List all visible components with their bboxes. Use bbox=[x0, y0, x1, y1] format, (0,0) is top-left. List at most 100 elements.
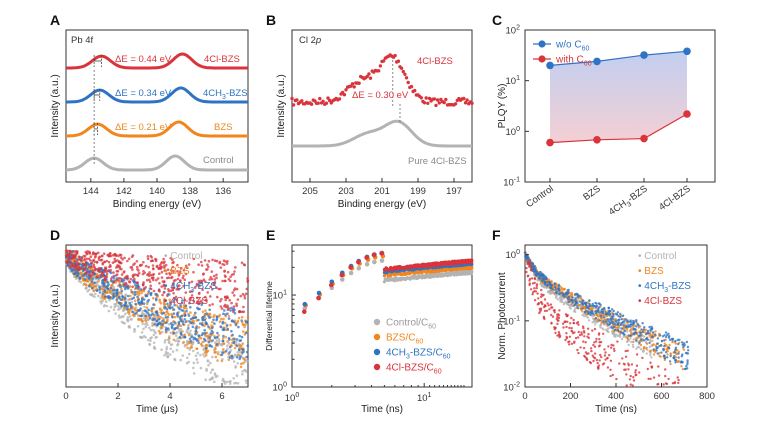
d-dot-1 bbox=[85, 284, 88, 287]
d-dot-1 bbox=[101, 287, 104, 291]
d-dot-0 bbox=[89, 293, 93, 296]
d-dot-0 bbox=[148, 326, 151, 330]
d-dot-3 bbox=[83, 258, 86, 262]
panel-a-title: Pb 4f bbox=[71, 35, 94, 46]
d-dot-2 bbox=[151, 318, 154, 322]
d-dot-3 bbox=[103, 278, 107, 282]
d-dot-3 bbox=[82, 254, 86, 258]
f-dot-1 bbox=[663, 342, 666, 345]
d-dot-3 bbox=[79, 258, 82, 262]
f-dot-1 bbox=[671, 341, 674, 344]
f-dot-2 bbox=[608, 309, 611, 313]
f-dot-0 bbox=[651, 339, 654, 342]
d-dot-1 bbox=[187, 324, 190, 327]
d-dot-2 bbox=[154, 310, 158, 314]
d-dot-0 bbox=[234, 381, 238, 385]
f-dot-2 bbox=[637, 334, 641, 337]
f-dot-3 bbox=[586, 327, 590, 330]
d-dot-1 bbox=[201, 344, 204, 348]
d-dot-2 bbox=[219, 325, 222, 329]
f-dot-0 bbox=[632, 338, 635, 341]
d-dot-1 bbox=[128, 297, 132, 301]
d-dot-2 bbox=[161, 323, 164, 326]
d-dot-2 bbox=[177, 322, 181, 326]
d-dot-3 bbox=[136, 268, 139, 271]
f-dot-1 bbox=[617, 325, 620, 328]
f-dot-3 bbox=[671, 382, 675, 385]
d-dot-2 bbox=[163, 299, 166, 302]
b-xtick-label-0: 205 bbox=[302, 186, 318, 197]
d-dot-3 bbox=[162, 283, 166, 287]
legend-e-bzs-marker bbox=[373, 333, 381, 341]
f-dot-3 bbox=[535, 283, 539, 286]
f-dot-2 bbox=[626, 319, 629, 323]
d-dot-1 bbox=[204, 353, 208, 357]
f-dot-3 bbox=[609, 359, 613, 362]
d-dot-2 bbox=[164, 316, 168, 319]
f-dot-2 bbox=[544, 277, 547, 280]
d-dot-3 bbox=[216, 295, 219, 299]
d-dot-3 bbox=[144, 264, 148, 268]
f-dot-3 bbox=[596, 361, 599, 365]
d-dot-0 bbox=[229, 349, 233, 352]
d-dot-2 bbox=[144, 314, 148, 318]
f-dot-2 bbox=[619, 331, 623, 334]
c-point-with-2 bbox=[640, 134, 648, 143]
d-dot-1 bbox=[221, 337, 225, 340]
legend-with-c60-marker bbox=[538, 55, 546, 63]
d-dot-3 bbox=[224, 298, 227, 302]
f-dot-2 bbox=[656, 346, 659, 350]
f-dot-2 bbox=[646, 338, 650, 341]
f-dot-2 bbox=[641, 331, 644, 334]
d-dot-1 bbox=[145, 316, 148, 320]
panel-d-legend: • Control • BZS • 4CH3-BZS • 4Cl-BZS bbox=[164, 251, 217, 307]
d-dot-2 bbox=[103, 290, 107, 294]
d-dot-1 bbox=[170, 312, 173, 316]
f-dot-2 bbox=[686, 361, 689, 364]
d-dot-3 bbox=[226, 304, 229, 308]
d-dot-1 bbox=[129, 294, 132, 298]
d-dot-2 bbox=[192, 337, 195, 341]
e-dot-3 bbox=[470, 258, 474, 262]
d-dot-2 bbox=[144, 294, 148, 298]
f-dot-3 bbox=[568, 340, 571, 343]
f-dot-2 bbox=[654, 333, 657, 336]
f-dot-3 bbox=[564, 313, 568, 316]
f-dot-2 bbox=[588, 299, 591, 302]
d-dot-1 bbox=[193, 313, 196, 317]
d-dot-3 bbox=[226, 308, 230, 312]
f-dot-2 bbox=[667, 347, 671, 350]
d-dot-2 bbox=[147, 313, 151, 316]
f-dot-3 bbox=[574, 336, 578, 340]
d-dot-3 bbox=[115, 273, 119, 276]
f-dot-0 bbox=[641, 334, 644, 337]
f-dot-2 bbox=[687, 349, 690, 352]
f-dot-3 bbox=[591, 354, 594, 357]
d-dot-0 bbox=[173, 358, 177, 362]
f-dot-2 bbox=[595, 304, 599, 308]
f-dot-1 bbox=[654, 330, 657, 333]
d-dot-2 bbox=[120, 298, 123, 302]
d-dot-2 bbox=[103, 288, 106, 292]
f-dot-3 bbox=[553, 326, 556, 329]
b-dot-4cl bbox=[462, 96, 466, 101]
d-dot-3 bbox=[236, 298, 240, 301]
d-dot-2 bbox=[153, 317, 156, 321]
d-dot-2 bbox=[207, 340, 211, 344]
d-dot-0 bbox=[214, 375, 218, 379]
d-dot-1 bbox=[186, 346, 189, 350]
d-dot-0 bbox=[169, 331, 172, 335]
d-dot-2 bbox=[118, 295, 121, 299]
f-dot-3 bbox=[631, 384, 634, 387]
d-dot-1 bbox=[164, 313, 167, 317]
d-dot-2 bbox=[215, 318, 218, 322]
f-dot-0 bbox=[573, 309, 576, 312]
f-dot-3 bbox=[624, 368, 627, 371]
f-dot-2 bbox=[609, 318, 612, 321]
c-ytick-label-1: 100 bbox=[506, 126, 521, 138]
d-dot-1 bbox=[147, 292, 150, 295]
d-dot-3 bbox=[211, 258, 214, 262]
f-dot-3 bbox=[676, 376, 679, 379]
d-dot-2 bbox=[157, 318, 161, 321]
d-dot-3 bbox=[131, 285, 134, 289]
